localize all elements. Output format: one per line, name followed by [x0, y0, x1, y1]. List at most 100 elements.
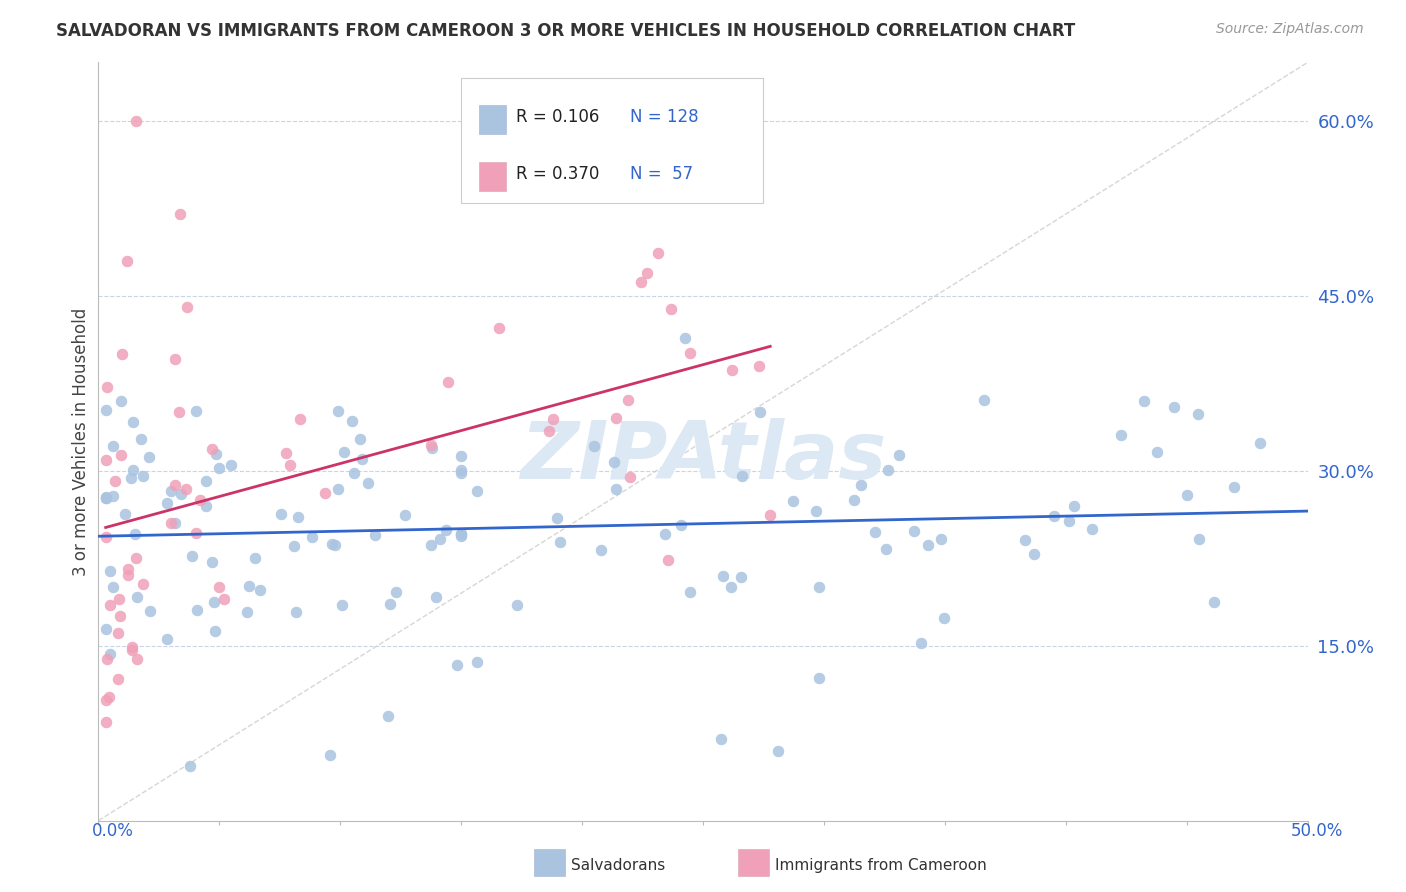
Point [659, 301, 682, 316]
Point [202, 595, 225, 609]
Point [124, 526, 146, 541]
Point [849, 478, 872, 492]
Point [108, 609, 131, 624]
Point [550, 534, 572, 549]
Text: N =  57: N = 57 [630, 165, 693, 183]
Point [617, 392, 640, 407]
Point [117, 562, 139, 576]
Text: SALVADORAN VS IMMIGRANTS FROM CAMEROON 3 OR MORE VEHICLES IN HOUSEHOLD CORRELATI: SALVADORAN VS IMMIGRANTS FROM CAMEROON 3… [56, 22, 1076, 40]
Point [125, 113, 148, 128]
Point [98, 598, 121, 612]
Point [94, 692, 117, 706]
Point [208, 580, 231, 594]
Point [94, 490, 117, 504]
Point [748, 359, 770, 374]
Point [319, 747, 342, 762]
Point [420, 438, 443, 452]
Point [1022, 547, 1045, 561]
Point [165, 516, 187, 530]
Point [204, 447, 226, 461]
Point [270, 507, 292, 521]
Point [138, 450, 160, 464]
Point [429, 533, 451, 547]
Point [330, 598, 353, 612]
Point [325, 538, 347, 552]
Point [103, 580, 125, 594]
Point [349, 432, 371, 446]
Text: Salvadorans: Salvadorans [571, 858, 665, 872]
Point [910, 636, 932, 650]
Point [111, 347, 134, 361]
Point [96, 652, 118, 666]
Point [1132, 394, 1154, 409]
Point [669, 518, 692, 533]
Point [619, 470, 641, 484]
Point [176, 301, 198, 315]
Bar [479, 162, 506, 191]
Text: ZIPAtlas: ZIPAtlas [520, 417, 886, 496]
Point [1223, 480, 1246, 494]
Point [450, 527, 472, 541]
Point [450, 529, 472, 543]
Point [434, 523, 457, 537]
Bar [479, 105, 506, 135]
Text: Source: ZipAtlas.com: Source: ZipAtlas.com [1216, 22, 1364, 37]
Point [101, 439, 124, 453]
Point [132, 469, 155, 483]
Point [129, 432, 152, 446]
Point [377, 708, 399, 723]
Point [94, 715, 117, 730]
Point [1146, 445, 1168, 459]
Point [364, 528, 387, 542]
Point [159, 516, 181, 530]
Point [731, 469, 754, 483]
Point [235, 605, 257, 619]
Point [94, 403, 117, 417]
Point [127, 652, 149, 666]
Point [122, 415, 145, 429]
Point [1163, 401, 1185, 415]
Point [326, 404, 349, 418]
Point [121, 640, 143, 654]
Point [283, 539, 305, 553]
Point [543, 412, 565, 426]
Point [425, 590, 447, 604]
Point [1111, 428, 1133, 442]
Point [842, 493, 865, 508]
Point [214, 591, 236, 606]
Point [110, 393, 132, 408]
Point [903, 524, 925, 538]
Point [94, 491, 117, 505]
Point [184, 404, 207, 418]
Point [115, 253, 138, 268]
Point [446, 657, 468, 672]
Point [107, 672, 129, 686]
Point [169, 207, 191, 221]
Point [931, 532, 953, 546]
Point [195, 500, 218, 514]
Point [394, 508, 416, 522]
Point [238, 579, 260, 593]
Point [94, 453, 117, 467]
Point [721, 362, 744, 376]
Point [465, 655, 488, 669]
Point [506, 598, 529, 612]
Point [808, 671, 831, 685]
Text: Immigrants from Cameroon: Immigrants from Cameroon [775, 858, 987, 872]
Point [678, 585, 700, 599]
Point [538, 424, 561, 438]
Point [357, 476, 380, 491]
Point [107, 625, 129, 640]
Point [163, 478, 186, 492]
Point [104, 474, 127, 488]
Point [437, 375, 460, 389]
Text: R = 0.370: R = 0.370 [516, 165, 599, 183]
Point [284, 606, 307, 620]
Point [122, 463, 145, 477]
Point [1014, 533, 1036, 548]
Point [169, 405, 191, 419]
Point [117, 568, 139, 582]
Point [804, 504, 827, 518]
Point [647, 246, 669, 260]
Point [165, 351, 187, 366]
